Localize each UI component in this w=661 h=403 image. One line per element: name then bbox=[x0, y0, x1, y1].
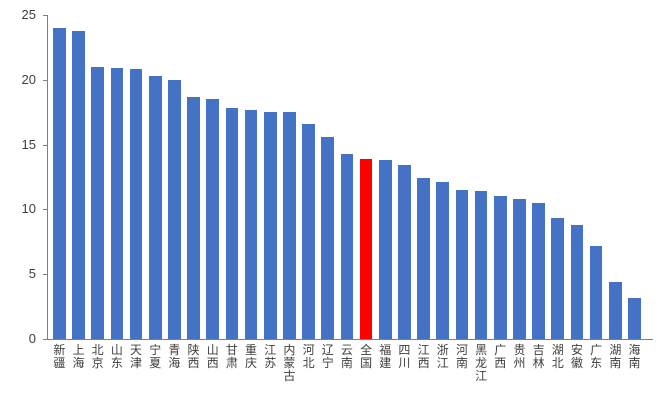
x-tick-label: 甘 肃 bbox=[225, 343, 238, 370]
x-tick-label: 黑 龙 江 bbox=[475, 343, 488, 383]
x-tick-label: 湖 南 bbox=[609, 343, 622, 370]
bar bbox=[532, 202, 545, 339]
bar bbox=[244, 109, 258, 339]
x-tick-label: 广 西 bbox=[494, 343, 507, 370]
x-tick-label: 湖 北 bbox=[551, 343, 564, 370]
bar bbox=[148, 75, 162, 339]
bar bbox=[417, 178, 430, 339]
bar bbox=[129, 69, 143, 339]
bar bbox=[72, 30, 85, 339]
x-tick-label: 山 西 bbox=[206, 343, 219, 370]
x-tick-label: 天 津 bbox=[130, 343, 143, 370]
y-tick-mark bbox=[43, 274, 47, 276]
y-tick-mark bbox=[43, 144, 47, 146]
x-tick-label: 陕 西 bbox=[187, 343, 200, 370]
y-tick-label: 0 bbox=[28, 331, 36, 346]
bar bbox=[168, 79, 181, 339]
y-tick-mark bbox=[43, 209, 47, 211]
bar bbox=[110, 68, 124, 339]
y-tick-label: 15 bbox=[21, 136, 36, 152]
x-tick-label: 安 徽 bbox=[570, 343, 583, 370]
x-tick-label: 全 国 bbox=[360, 343, 373, 370]
x-axis-labels: 新 疆上 海北 京山 东天 津宁 夏青 海陕 西山 西甘 肃重 庆江 苏内 蒙 … bbox=[48, 344, 653, 383]
x-tick-label: 青 海 bbox=[168, 343, 181, 370]
x-tick-label: 浙 江 bbox=[436, 343, 449, 370]
x-tick-label: 重 庆 bbox=[245, 343, 258, 370]
bar bbox=[398, 165, 411, 339]
bar bbox=[340, 153, 354, 339]
y-tick-label: 20 bbox=[21, 71, 36, 87]
y-tick-mark bbox=[43, 339, 47, 340]
x-tick-label: 宁 夏 bbox=[149, 343, 162, 370]
bar bbox=[283, 112, 296, 339]
bar bbox=[187, 96, 200, 339]
bar bbox=[608, 281, 622, 339]
x-tick-label: 新 疆 bbox=[53, 343, 66, 370]
bar bbox=[378, 160, 392, 339]
x-tick-label: 福 建 bbox=[379, 343, 392, 370]
bar-series bbox=[48, 15, 653, 339]
bar bbox=[225, 108, 239, 339]
x-tick-label: 山 东 bbox=[110, 343, 123, 370]
bar bbox=[206, 99, 220, 339]
x-tick-label: 广 东 bbox=[590, 343, 603, 370]
x-tick-label: 河 北 bbox=[302, 343, 315, 370]
bar bbox=[91, 66, 105, 339]
x-tick-label: 内 蒙 古 bbox=[283, 343, 296, 383]
x-tick-label: 云 南 bbox=[340, 343, 353, 370]
bar bbox=[53, 27, 66, 339]
y-tick-mark bbox=[43, 15, 47, 16]
y-tick-mark bbox=[43, 79, 47, 81]
x-tick-label: 海 南 bbox=[628, 343, 641, 370]
x-tick-label: 江 西 bbox=[417, 343, 430, 370]
bar bbox=[628, 297, 641, 339]
bar bbox=[551, 218, 565, 339]
bar bbox=[321, 136, 335, 339]
x-tick-label: 上 海 bbox=[72, 343, 85, 370]
y-tick-label: 5 bbox=[28, 266, 36, 282]
y-tick-label: 10 bbox=[21, 201, 36, 217]
x-tick-label: 贵 州 bbox=[513, 343, 526, 370]
bar bbox=[493, 196, 507, 339]
y-axis-line bbox=[47, 15, 48, 340]
x-tick-label: 辽 宁 bbox=[321, 343, 334, 370]
x-tick-label: 河 南 bbox=[455, 343, 468, 370]
bar bbox=[302, 123, 315, 339]
y-tick-label: 25 bbox=[21, 7, 36, 22]
bar bbox=[570, 224, 584, 339]
bar bbox=[436, 182, 450, 339]
x-tick-label: 江 苏 bbox=[264, 343, 277, 370]
x-tick-label: 吉 林 bbox=[532, 343, 545, 370]
bar bbox=[474, 191, 488, 339]
bar bbox=[263, 112, 277, 339]
bar bbox=[589, 245, 603, 339]
bar bbox=[513, 199, 526, 339]
x-axis-line bbox=[47, 339, 653, 340]
x-tick-label: 北 京 bbox=[91, 343, 104, 370]
bar bbox=[455, 189, 469, 339]
x-tick-label: 四 川 bbox=[398, 343, 411, 370]
bar-highlight-national bbox=[359, 158, 373, 339]
